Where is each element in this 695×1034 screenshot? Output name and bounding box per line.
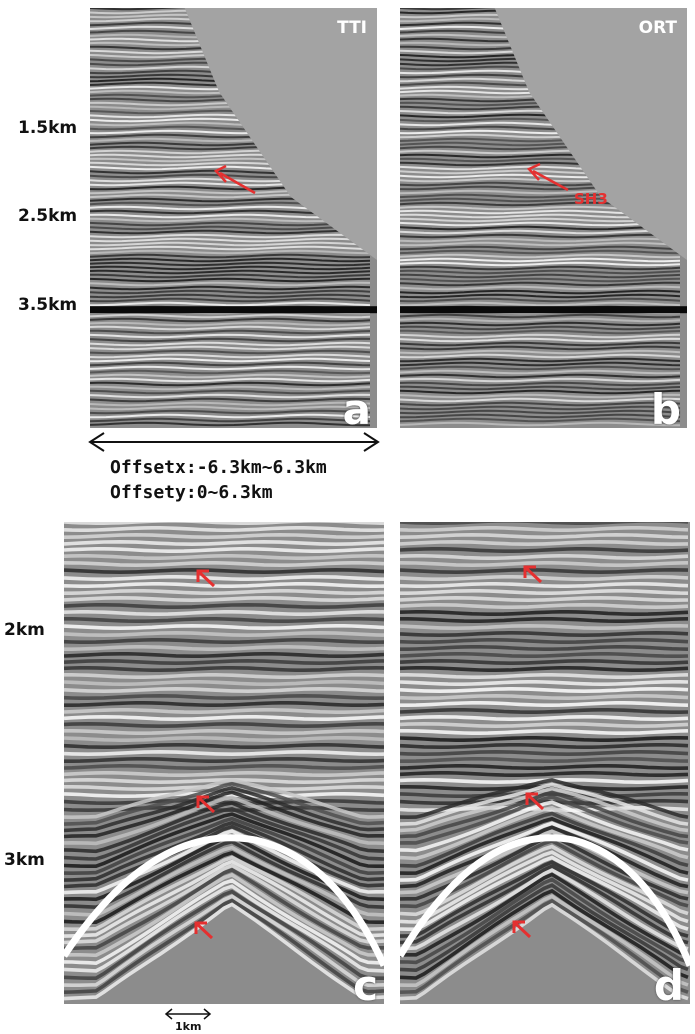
panel-c: c xyxy=(64,522,384,1004)
offset-double-arrow-icon xyxy=(88,432,380,452)
red-arrow-icon xyxy=(512,565,545,939)
panel-a: TTI a xyxy=(90,8,377,428)
depth-label-3km: 3km xyxy=(4,850,45,870)
panel-b: ORT b SH3 xyxy=(400,8,687,428)
scale-bar-icon xyxy=(164,1008,212,1020)
panel-d: d xyxy=(400,522,690,1004)
seismic-image-b xyxy=(400,8,687,428)
depth-label-2-5km: 2.5km xyxy=(18,206,78,226)
red-arrow-icon xyxy=(526,162,569,192)
panel-a-title: TTI xyxy=(337,18,367,38)
seismic-image-a xyxy=(90,8,377,428)
sh3-annotation: SH3 xyxy=(574,190,608,208)
panel-d-letter: d xyxy=(653,961,684,1004)
red-arrow-icon xyxy=(194,569,216,940)
panel-b-title: ORT xyxy=(638,18,677,38)
depth-label-3-5km: 3.5km xyxy=(18,295,78,315)
panel-a-letter: a xyxy=(342,385,371,428)
offset-y-text: Offsety:0~6.3km xyxy=(110,482,273,503)
red-arrow-icon xyxy=(213,164,256,195)
seismic-image-d xyxy=(400,522,690,1004)
seismic-image-c xyxy=(64,522,384,1004)
offset-x-text: Offsetx:-6.3km~6.3km xyxy=(110,457,327,478)
panel-b-letter: b xyxy=(650,385,681,428)
depth-label-2km: 2km xyxy=(4,620,45,640)
scale-bar-label: 1km xyxy=(175,1020,202,1033)
depth-label-1-5km: 1.5km xyxy=(18,118,78,138)
panel-c-letter: c xyxy=(353,961,378,1004)
